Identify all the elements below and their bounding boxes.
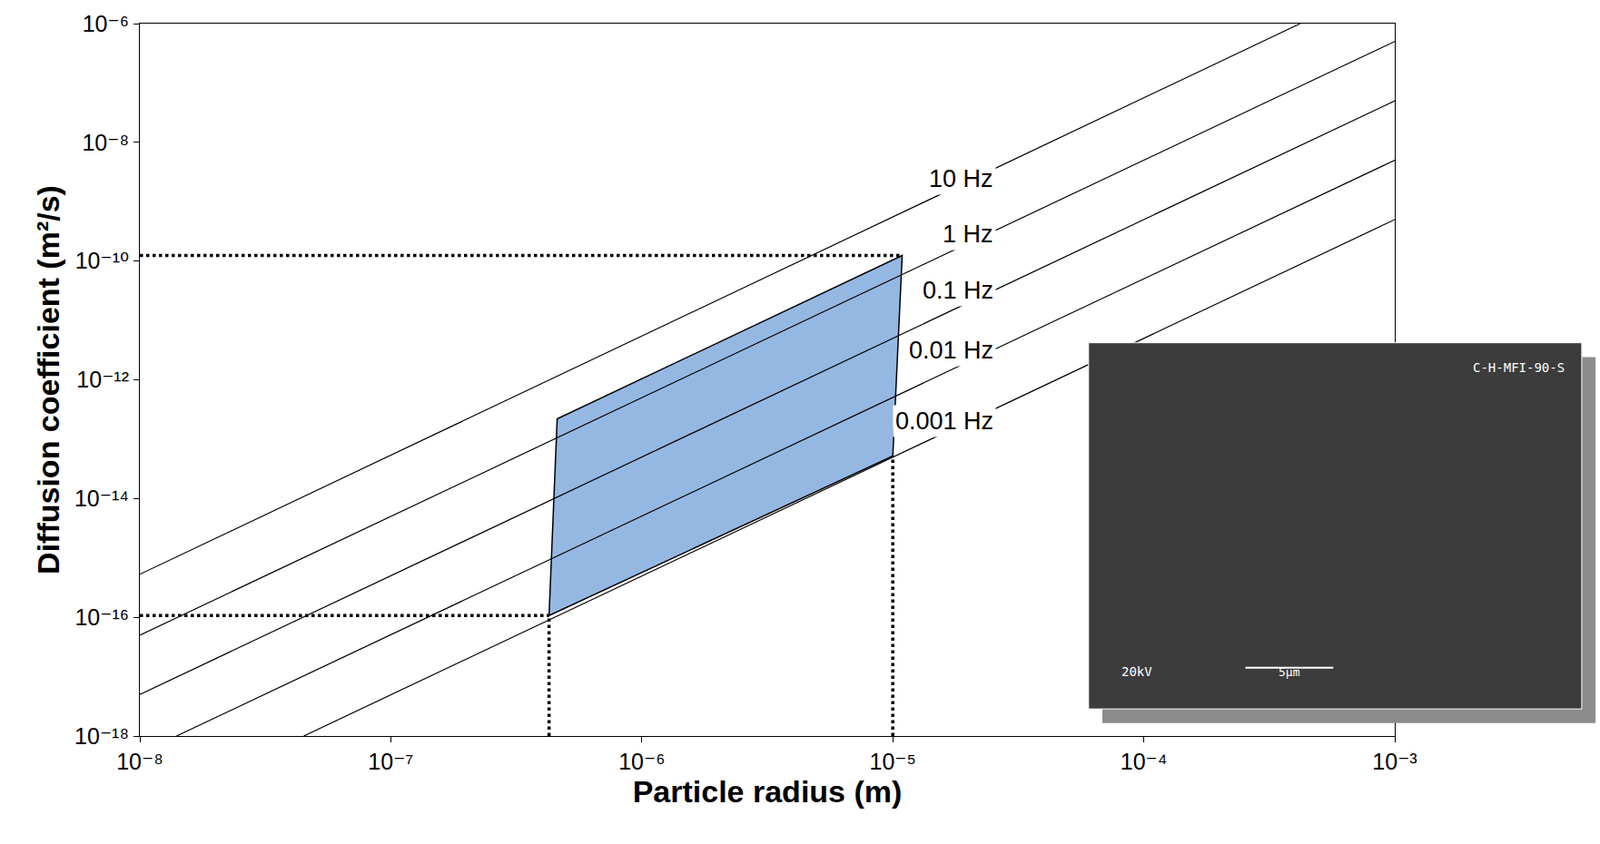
svg-text:10⁻¹²: 10⁻¹²: [76, 366, 129, 393]
svg-text:10⁻⁶: 10⁻⁶: [618, 749, 665, 775]
svg-text:10⁻⁵: 10⁻⁵: [869, 749, 917, 775]
svg-text:Particle radius (m): Particle radius (m): [632, 774, 903, 810]
svg-text:10⁻¹⁸: 10⁻¹⁸: [74, 723, 129, 750]
svg-text:10⁻⁶: 10⁻⁶: [82, 10, 129, 37]
svg-text:1 Hz: 1 Hz: [942, 220, 994, 248]
svg-text:10⁻¹⁶: 10⁻¹⁶: [74, 604, 129, 631]
svg-text:0.01 Hz: 0.01 Hz: [908, 336, 994, 365]
svg-text:10⁻³: 10⁻³: [1372, 749, 1417, 775]
svg-text:5μm: 5μm: [1278, 665, 1301, 680]
svg-text:20kV: 20kV: [1121, 664, 1153, 680]
svg-text:C-H-MFI-90-S: C-H-MFI-90-S: [1472, 360, 1565, 376]
svg-text:10⁻⁸: 10⁻⁸: [81, 129, 129, 156]
svg-text:10⁻⁷: 10⁻⁷: [367, 749, 414, 775]
svg-text:10⁻¹⁴: 10⁻¹⁴: [74, 485, 129, 512]
svg-text:0.001 Hz: 0.001 Hz: [895, 407, 994, 435]
svg-text:10 Hz: 10 Hz: [928, 165, 994, 193]
svg-text:10⁻¹⁰: 10⁻¹⁰: [75, 247, 129, 274]
svg-text:10⁻⁴: 10⁻⁴: [1120, 749, 1168, 775]
svg-text:Diffusion coefficient (m²/s): Diffusion coefficient (m²/s): [30, 185, 66, 575]
svg-text:10⁻⁸: 10⁻⁸: [116, 749, 164, 775]
svg-text:0.1 Hz: 0.1 Hz: [922, 276, 994, 305]
